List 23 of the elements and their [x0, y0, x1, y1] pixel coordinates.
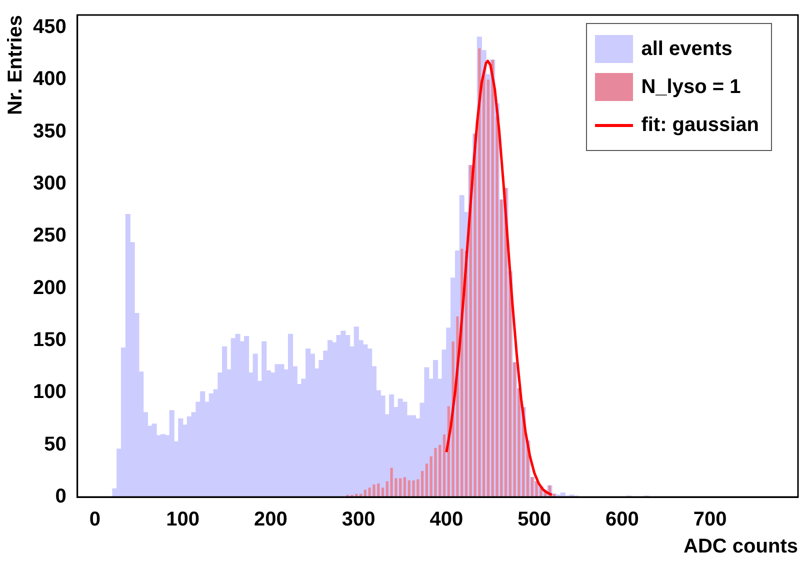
y-tick-label: 350 [32, 120, 66, 142]
legend-label: fit: gaussian [641, 114, 759, 136]
y-tick-label: 300 [32, 172, 66, 195]
x-tick-label: 100 [166, 508, 200, 531]
y-tick-label: 400 [32, 68, 66, 90]
y-tick-label: 50 [44, 433, 66, 456]
y-tick-label: 450 [32, 16, 66, 38]
legend-label: N_lyso = 1 [641, 76, 741, 98]
x-axis-title: ADC counts [684, 536, 798, 558]
x-tick-label: 0 [89, 508, 101, 531]
x-tick-label: 500 [518, 508, 552, 531]
x-tick-label: 600 [606, 508, 639, 531]
y-tick-label: 250 [32, 224, 66, 247]
y-tick-label: 200 [32, 276, 66, 299]
x-tick-label: 700 [693, 508, 727, 531]
legend-label: all events [641, 38, 732, 60]
y-tick-label: 0 [55, 486, 66, 508]
x-tick-label: 300 [342, 508, 376, 531]
x-tick-label: 400 [430, 508, 464, 531]
y-tick-label: 100 [32, 381, 66, 404]
x-tick-label: 200 [254, 508, 288, 531]
y-tick-label: 150 [32, 329, 66, 352]
y-axis-title: Nr. Entries [4, 15, 27, 116]
